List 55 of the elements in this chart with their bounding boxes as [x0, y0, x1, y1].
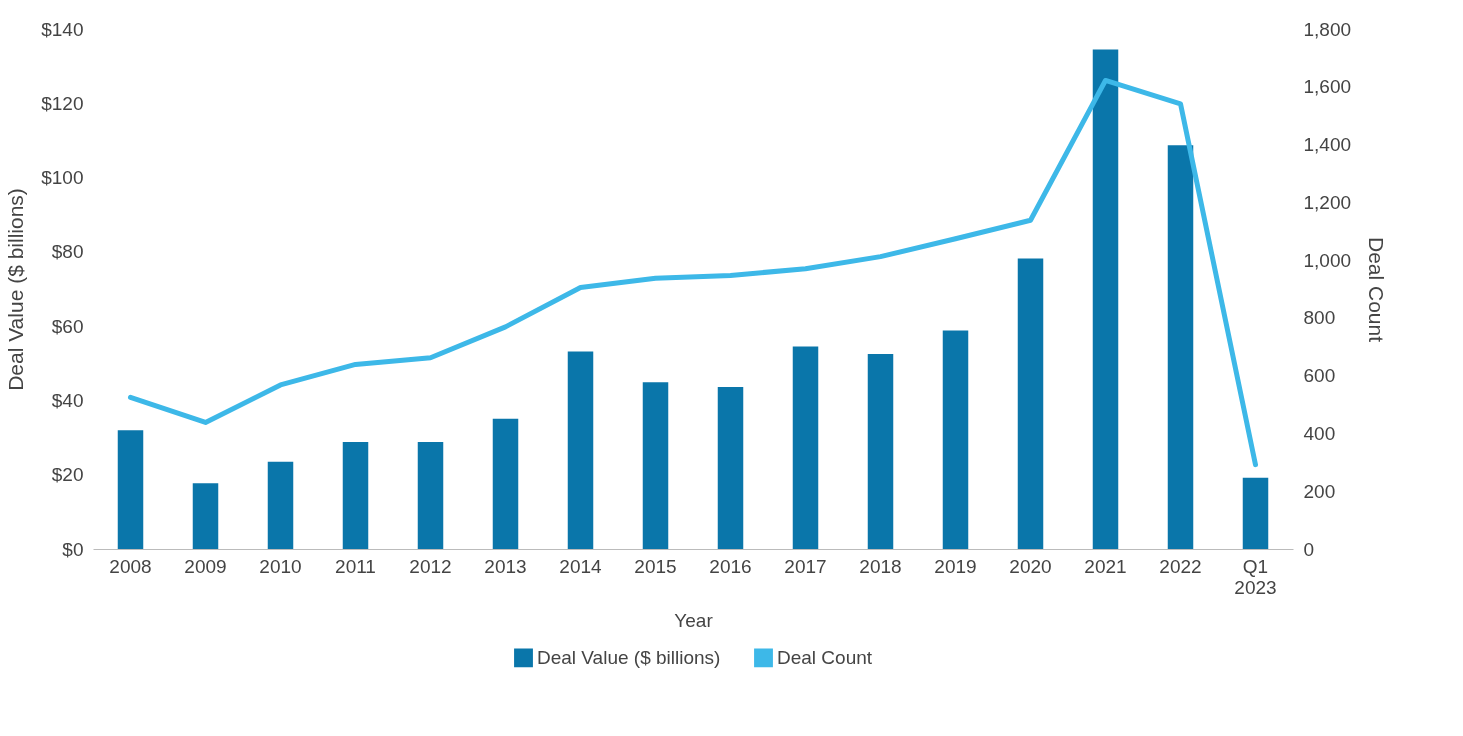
bar	[792, 346, 819, 549]
y2-tick-label: 1,600	[1303, 76, 1352, 98]
y-tick-label: $60	[51, 315, 84, 337]
y2-tick-label: 1,000	[1303, 249, 1352, 271]
bar	[1017, 258, 1044, 549]
bar	[342, 442, 369, 549]
y-tick-label: $0	[62, 538, 84, 560]
y2-tick-label: 1,200	[1303, 191, 1352, 213]
y2-tick-label: 800	[1303, 307, 1336, 329]
y-tick-label: $20	[51, 464, 84, 486]
bar	[192, 483, 219, 549]
legend-label: Deal Count	[777, 646, 873, 668]
x-tick-label: 2022	[1159, 555, 1202, 577]
y-axis-title: Deal Value ($ billions)	[4, 188, 28, 391]
x-tick-label: 2008	[109, 555, 152, 577]
y-tick-label: $140	[41, 18, 84, 40]
y-tick-label: $120	[41, 92, 84, 114]
y2-tick-label: 0	[1303, 538, 1315, 560]
bar	[417, 442, 444, 549]
y2-tick-label: 1,800	[1303, 18, 1352, 40]
x-tick-label: Q1 2023	[1234, 555, 1277, 598]
y2-tick-label: 200	[1303, 480, 1336, 502]
y2-axis-title: Deal Count	[1365, 236, 1389, 343]
y2-tick-label: 600	[1303, 365, 1336, 387]
bar	[642, 382, 669, 549]
y2-tick-label: 400	[1303, 422, 1336, 444]
y2-tick-label: 1,400	[1303, 134, 1352, 156]
bar	[1167, 145, 1194, 549]
y-tick-label: $100	[41, 167, 84, 189]
bar	[567, 351, 594, 549]
y-tick-label: $80	[51, 241, 84, 263]
x-tick-label: 2009	[184, 555, 227, 577]
x-tick-label: 2021	[1084, 555, 1127, 577]
x-tick-label: 2017	[784, 555, 827, 577]
bar	[867, 354, 894, 549]
bar	[717, 387, 744, 549]
x-tick-label: 2014	[559, 555, 603, 577]
legend-label: Deal Value ($ billions)	[537, 646, 721, 668]
bar	[267, 461, 294, 549]
x-tick-label: 2018	[859, 555, 902, 577]
x-tick-label: 2010	[259, 555, 302, 577]
x-tick-label: 2012	[409, 555, 452, 577]
x-tick-label: 2011	[335, 555, 376, 577]
x-axis-title: Year	[674, 609, 714, 631]
bar	[117, 430, 144, 549]
x-tick-label: 2019	[934, 555, 977, 577]
y-tick-label: $40	[51, 389, 84, 411]
x-tick-label: 2020	[1009, 555, 1052, 577]
bar	[1242, 477, 1269, 549]
bar	[1092, 49, 1119, 549]
x-tick-label: 2015	[634, 555, 677, 577]
x-tick-label: 2013	[484, 555, 527, 577]
bar	[942, 330, 969, 549]
x-tick-label: 2016	[709, 555, 752, 577]
bar	[492, 418, 519, 549]
